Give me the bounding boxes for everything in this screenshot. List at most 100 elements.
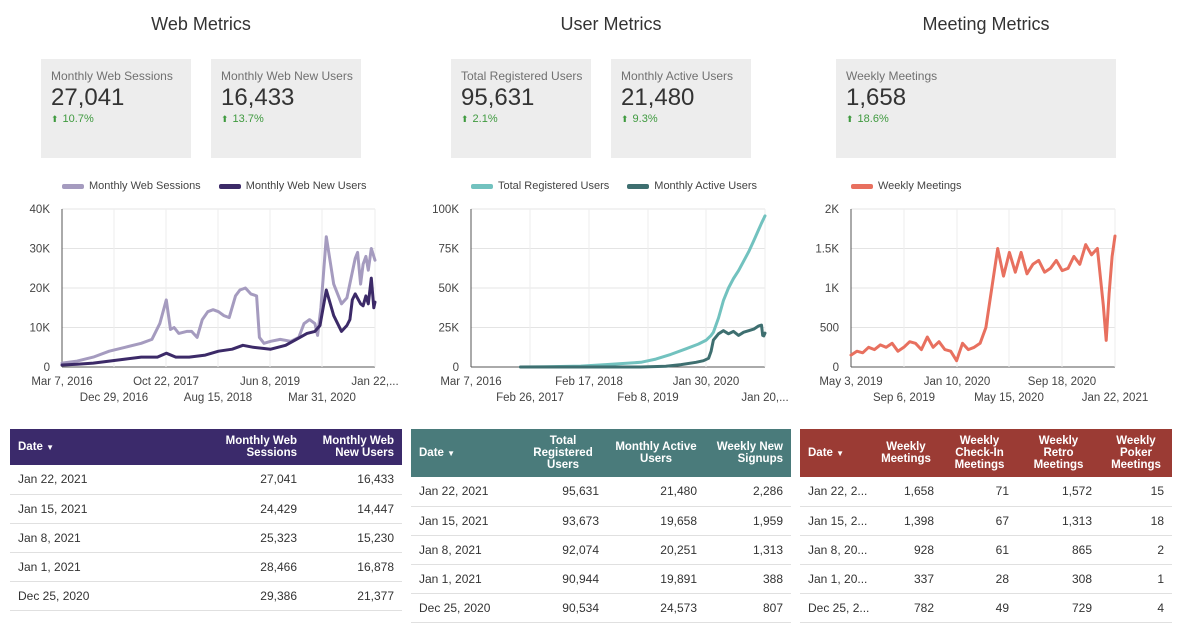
table-row[interactable]: Jan 15, 2... 1,398 67 1,313 18 [800,506,1172,536]
column-header[interactable]: Total Registered Users [533,435,593,471]
kpi-delta-value: 18.6% [857,113,889,125]
column-header[interactable]: Monthly Active Users [615,441,697,465]
x-tick-label: Sep 18, 2020 [1028,376,1096,388]
y-tick-label: 75K [439,244,460,256]
column-header[interactable]: Weekly Poker Meetings [1111,435,1161,471]
value-cell: 1,313 [1017,506,1100,536]
legend-swatch [851,183,873,189]
value-cell: 90,944 [519,564,607,594]
kpi-delta: ⬆ 18.6% [846,113,1106,125]
legend-label: Monthly Web Sessions [89,180,201,192]
kpi-delta-value: 10.7% [62,113,94,125]
x-tick-label: Oct 22, 2017 [133,376,199,388]
value-cell: 71 [942,477,1017,507]
user-metrics-title: User Metrics [560,14,662,34]
date-cell: Jan 22, 2... [800,477,870,507]
value-cell: 93,673 [519,506,607,536]
x-tick-label: Jun 8, 2019 [240,376,300,388]
value-cell: 15 [1100,477,1172,507]
date-column-header[interactable]: Date ▼ [18,440,55,453]
kpi-value: 27,041 [51,84,125,111]
legend-item[interactable]: Weekly Meetings [851,180,962,192]
value-cell: 20,251 [607,535,705,565]
legend-label: Monthly Web New Users [245,180,367,192]
table-row[interactable]: Jan 22, 2... 1,658 71 1,572 15 [800,477,1172,507]
value-cell: 15,230 [305,523,402,553]
column-header[interactable]: Weekly Meetings [881,441,931,465]
kpi-delta: ⬆ 10.7% [51,113,181,125]
date-cell: Jan 8, 2021 [10,523,200,553]
x-tick-label: Aug 15, 2018 [184,392,252,404]
series-line-1 [849,234,1117,363]
table-row[interactable]: Jan 1, 2021 28,466 16,878 [10,552,402,582]
y-tick-label: 2K [825,204,839,216]
legend-swatch [62,183,84,189]
x-tick-label: Mar 31, 2020 [288,392,356,404]
legend-item[interactable]: Monthly Web Sessions [62,180,201,192]
web-chart-legend: Monthly Web Sessions Monthly Web New Use… [62,180,385,192]
table-row[interactable]: Jan 22, 2021 95,631 21,480 2,286 [411,477,791,507]
date-cell: Jan 1, 2021 [10,552,200,582]
legend-item[interactable]: Monthly Web New Users [218,180,367,192]
value-cell: 19,658 [607,506,705,536]
column-header[interactable]: Weekly New Signups [716,441,783,465]
kpi-value: 16,433 [221,84,295,111]
value-cell: 16,433 [305,465,402,495]
column-header[interactable]: Monthly Web Sessions [225,435,297,459]
up-arrow-icon: ⬆ [621,114,629,124]
value-cell: 388 [705,564,791,594]
y-tick-label: 25K [439,323,460,335]
table-header-row: Date ▼ Monthly Web Sessions Monthly Web … [10,429,402,465]
value-cell: 25,323 [200,523,305,553]
table-row[interactable]: Jan 1, 20... 337 28 308 1 [800,564,1172,594]
x-tick-label: Jan 22, 2021 [1082,392,1149,404]
date-column-header[interactable]: Date ▼ [808,446,845,459]
kpi-delta-value: 2.1% [472,113,498,125]
table-row[interactable]: Jan 22, 2021 27,041 16,433 [10,465,402,495]
table-row[interactable]: Jan 1, 2021 90,944 19,891 388 [411,564,791,594]
x-tick-label: Feb 8, 2019 [617,392,678,404]
y-tick-label: 500 [820,323,839,335]
series-line-2 [60,276,377,367]
kpi-card-web-sessions: Monthly Web Sessions 27,041 ⬆ 10.7% [41,59,191,158]
kpi-label: Monthly Active Users [621,69,734,83]
column-header[interactable]: Monthly Web New Users [322,435,394,459]
y-tick-label: 20K [30,283,51,295]
value-cell: 95,631 [519,477,607,507]
legend-item[interactable]: Total Registered Users [471,180,609,192]
table-row[interactable]: Jan 8, 2021 25,323 15,230 [10,523,402,553]
table-row[interactable]: Jan 8, 2021 92,074 20,251 1,313 [411,535,791,565]
table-row[interactable]: Dec 25, 2020 29,386 21,377 [10,581,402,611]
date-cell: Dec 25, 2020 [411,593,519,623]
value-cell: 2,286 [705,477,791,507]
up-arrow-icon: ⬆ [51,114,59,124]
value-cell: 782 [870,593,942,623]
sort-down-icon: ▼ [447,448,456,458]
x-tick-label: Dec 29, 2016 [80,392,148,404]
date-cell: Jan 1, 2021 [411,564,519,594]
kpi-card-registered-users: Total Registered Users 95,631 ⬆ 2.1% [451,59,591,158]
table-row[interactable]: Dec 25, 2... 782 49 729 4 [800,593,1172,623]
value-cell: 49 [942,593,1017,623]
column-header[interactable]: Weekly Retro Meetings [1033,435,1084,471]
date-column-header[interactable]: Date ▼ [419,446,456,459]
table-row[interactable]: Dec 25, 2020 90,534 24,573 807 [411,593,791,623]
column-header[interactable]: Weekly Check-In Meetings [954,435,1005,471]
value-cell: 14,447 [305,494,402,524]
value-cell: 1,959 [705,506,791,536]
meeting-metrics-title: Meeting Metrics [922,14,1050,34]
y-tick-label: 100K [432,204,459,216]
kpi-delta-value: 13.7% [232,113,264,125]
value-cell: 1,313 [705,535,791,565]
y-tick-label: 1.5K [815,244,839,256]
table-row[interactable]: Jan 15, 2021 93,673 19,658 1,959 [411,506,791,536]
table-row[interactable]: Jan 15, 2021 24,429 14,447 [10,494,402,524]
y-tick-label: 0 [833,362,839,374]
kpi-delta: ⬆ 13.7% [221,113,351,125]
value-cell: 19,891 [607,564,705,594]
table-row[interactable]: Jan 8, 20... 928 61 865 2 [800,535,1172,565]
legend-item[interactable]: Monthly Active Users [627,180,757,192]
date-cell: Jan 15, 2021 [10,494,200,524]
date-cell: Jan 22, 2021 [411,477,519,507]
web-metrics-table: Date ▼ Monthly Web Sessions Monthly Web … [10,429,402,611]
